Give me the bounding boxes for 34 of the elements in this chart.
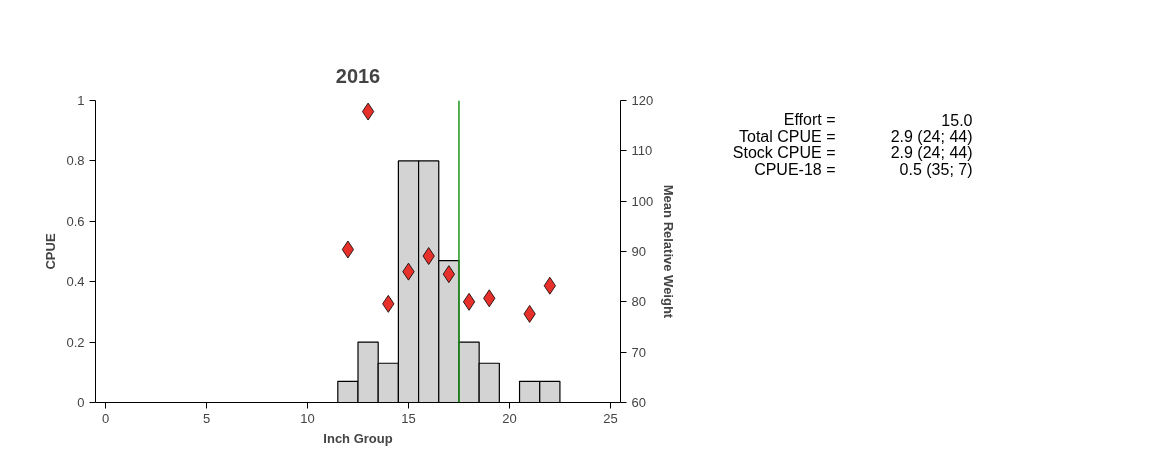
text: 0.5 (35; 7)	[899, 161, 973, 179]
y2-tick-label: 120	[631, 93, 654, 108]
y-tick-label: 1	[77, 93, 85, 108]
y-tick-label: 0	[77, 395, 85, 410]
point	[523, 305, 536, 323]
y-tick-label: 0.8	[66, 153, 85, 169]
point	[422, 247, 435, 265]
y2-tick-label: 110	[631, 143, 653, 159]
y2-tick-label: 60	[631, 395, 646, 410]
text: 2.9 (24; 44)	[890, 144, 973, 162]
y-axis-title: CPUE	[43, 233, 59, 270]
y-tick-label: 0.6	[66, 213, 85, 229]
x-axis-title: Inch Group	[323, 430, 393, 446]
y2-tick-label: 90	[631, 244, 646, 259]
chart-title: 2016	[335, 65, 381, 87]
text: Stock CPUE =	[732, 144, 836, 162]
x-tick-label: 10	[300, 410, 315, 426]
y-tick-label: 0.2	[66, 334, 85, 350]
text: Total CPUE =	[739, 127, 836, 145]
y2-tick-label: 80	[631, 294, 646, 310]
y-tick-label: 0.4	[66, 274, 85, 290]
text: 2.9 (24; 44)	[890, 127, 973, 145]
x-tick-label: 5	[202, 410, 211, 426]
point	[462, 292, 476, 311]
x-tick-label: 0	[101, 410, 110, 426]
y2-tick-label: 70	[631, 344, 646, 360]
y2-axis-title: Mean Relative Weight	[661, 184, 677, 319]
text: CPUE-18 =	[754, 161, 836, 179]
x-tick-label: 15	[401, 410, 416, 426]
y2-tick-label: 100	[631, 193, 654, 209]
text: Effort =	[783, 111, 836, 129]
x-tick-label: 25	[603, 410, 618, 426]
text: 15.0	[941, 111, 973, 129]
x-tick-label: 20	[502, 410, 517, 426]
